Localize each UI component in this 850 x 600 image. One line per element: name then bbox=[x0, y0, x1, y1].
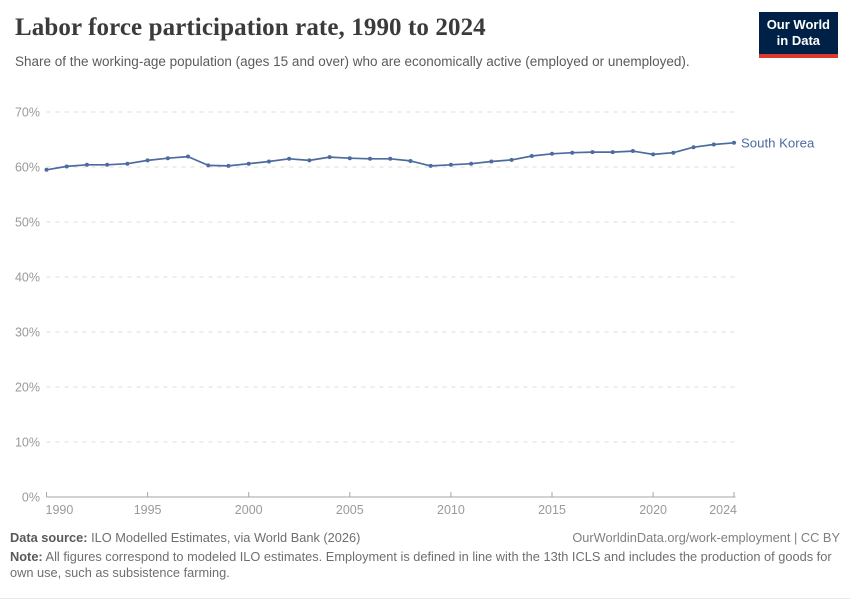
data-point[interactable] bbox=[206, 163, 211, 168]
y-axis-label: 0% bbox=[22, 491, 40, 505]
data-point[interactable] bbox=[145, 158, 150, 163]
data-point[interactable] bbox=[105, 162, 110, 167]
owid-logo-line1: Our World bbox=[766, 17, 830, 32]
y-axis-label: 10% bbox=[15, 436, 40, 450]
data-point[interactable] bbox=[327, 155, 332, 160]
x-axis-label: 2020 bbox=[639, 503, 667, 517]
note-label: Note: bbox=[10, 549, 43, 564]
y-axis-label: 20% bbox=[15, 381, 40, 395]
data-point[interactable] bbox=[347, 156, 352, 161]
data-line[interactable] bbox=[45, 141, 735, 171]
data-point[interactable] bbox=[246, 161, 251, 166]
data-point[interactable] bbox=[44, 167, 49, 172]
y-axis-label: 50% bbox=[15, 216, 40, 230]
owid-cc-link[interactable]: OurWorldinData.org/work-employment | CC … bbox=[572, 530, 840, 545]
line-chart: 0% 10% 20% 30% 40% 50% 60% 70% 1990 1995 2000 2005 2… bbox=[15, 106, 815, 518]
y-axis-label: 60% bbox=[15, 161, 40, 175]
x-axis-label: 2000 bbox=[235, 503, 263, 517]
chart-title: Labor force participation rate, 1990 to … bbox=[15, 14, 486, 41]
owid-logo: Our World in Data bbox=[758, 12, 838, 58]
data-point[interactable] bbox=[125, 161, 130, 166]
data-point[interactable] bbox=[266, 159, 271, 164]
data-point[interactable] bbox=[590, 150, 595, 155]
data-point[interactable] bbox=[711, 142, 716, 147]
data-point[interactable] bbox=[469, 161, 474, 166]
data-point[interactable] bbox=[671, 150, 676, 155]
y-axis-label: 30% bbox=[15, 326, 40, 340]
bottom-divider bbox=[0, 598, 850, 599]
data-point[interactable] bbox=[732, 140, 736, 145]
note-line: Note: All figures correspond to modeled … bbox=[10, 549, 842, 580]
data-point[interactable] bbox=[84, 162, 89, 167]
plot-area: 0% 10% 20% 30% 40% 50% 60% 70% 1990 1995 2000 2005 2… bbox=[0, 95, 850, 530]
chart-footer: Data source: ILO Modelled Estimates, via… bbox=[10, 530, 840, 580]
data-point[interactable] bbox=[651, 152, 656, 157]
data-point[interactable] bbox=[630, 149, 635, 154]
data-source-line: Data source: ILO Modelled Estimates, via… bbox=[10, 530, 360, 545]
data-point[interactable] bbox=[64, 164, 69, 169]
series-end-label[interactable]: South Korea bbox=[741, 135, 815, 150]
owid-logo-line2: in Data bbox=[776, 33, 821, 49]
data-point[interactable] bbox=[287, 156, 292, 161]
data-point[interactable] bbox=[691, 145, 696, 150]
data-point[interactable] bbox=[226, 163, 231, 168]
x-axis-label: 2010 bbox=[437, 503, 465, 517]
data-point[interactable] bbox=[489, 159, 494, 164]
data-point[interactable] bbox=[509, 157, 514, 162]
data-point[interactable] bbox=[307, 158, 312, 163]
data-point[interactable] bbox=[388, 156, 393, 161]
data-point[interactable] bbox=[570, 150, 575, 155]
x-axis-label: 2015 bbox=[538, 503, 566, 517]
x-axis-label: 2005 bbox=[336, 503, 364, 517]
data-point[interactable] bbox=[408, 158, 413, 163]
data-point[interactable] bbox=[448, 162, 453, 167]
note-text: All figures correspond to modeled ILO es… bbox=[10, 549, 832, 580]
data-point[interactable] bbox=[550, 151, 555, 156]
data-point[interactable] bbox=[529, 154, 534, 158]
data-point[interactable] bbox=[165, 156, 170, 161]
data-source-label: Data source: bbox=[10, 530, 88, 545]
data-point[interactable] bbox=[428, 163, 433, 168]
data-point[interactable] bbox=[610, 150, 615, 155]
y-axis-label: 70% bbox=[15, 106, 40, 120]
chart-subtitle: Share of the working-age population (age… bbox=[15, 54, 690, 69]
x-axis-label: 2024 bbox=[709, 503, 737, 517]
data-point[interactable] bbox=[186, 154, 191, 159]
y-axis-label: 40% bbox=[15, 271, 40, 285]
data-source-text: ILO Modelled Estimates, via World Bank (… bbox=[87, 530, 361, 545]
x-axis-label: 1995 bbox=[134, 503, 162, 517]
data-point[interactable] bbox=[368, 156, 373, 161]
x-axis-label: 1990 bbox=[46, 503, 74, 517]
